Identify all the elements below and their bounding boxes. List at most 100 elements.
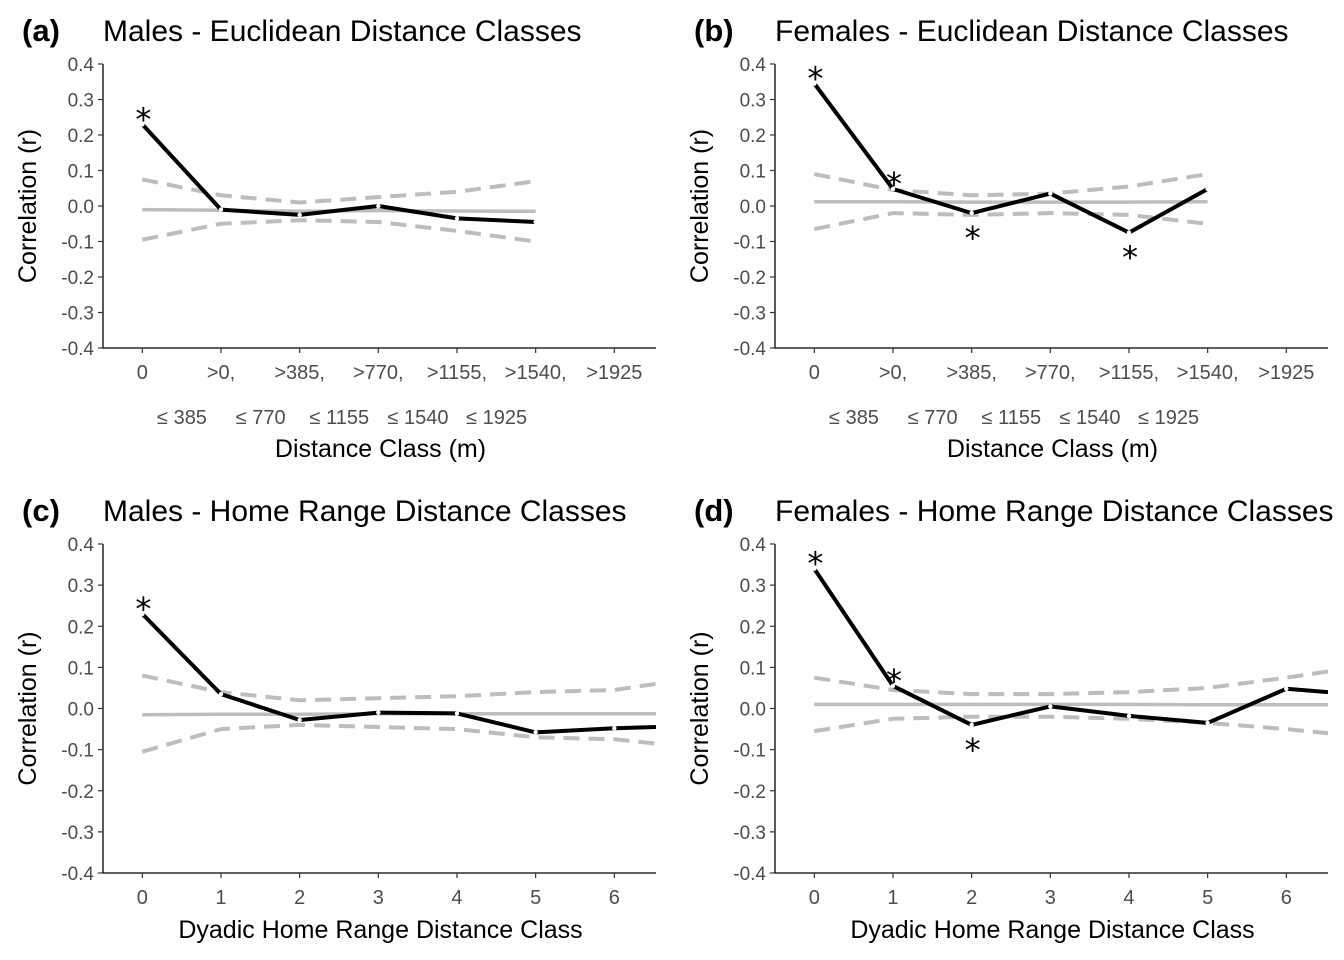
observed-point bbox=[218, 207, 224, 212]
observed-point bbox=[1048, 704, 1053, 709]
x-tick-label: >770, bbox=[1025, 362, 1076, 384]
significance-star: * bbox=[965, 219, 981, 257]
x-tick-label: 2 bbox=[966, 887, 977, 909]
observed-line bbox=[140, 122, 536, 224]
x-axis-label: Distance Class (m) bbox=[275, 435, 486, 463]
observed-point bbox=[297, 212, 302, 218]
y-tick-label: -0.4 bbox=[733, 339, 766, 360]
observed-point bbox=[218, 691, 224, 697]
x-tick-label: 4 bbox=[451, 887, 462, 909]
x-tick-sublabel: ≤ 1540 bbox=[387, 407, 448, 429]
panel-letter: (c) bbox=[22, 493, 60, 528]
x-tick-label: 5 bbox=[530, 887, 541, 909]
significance-star: * bbox=[135, 100, 151, 138]
y-tick-label: -0.4 bbox=[733, 864, 766, 885]
observed-point bbox=[890, 683, 896, 689]
y-axis-label: Correlation (r) bbox=[686, 631, 714, 785]
y-tick-label: -0.3 bbox=[61, 823, 94, 844]
upper-ci-line bbox=[813, 172, 1208, 198]
significance-star: * bbox=[135, 590, 151, 628]
x-tick-label: >1540, bbox=[1177, 362, 1239, 384]
y-tick-label: -0.2 bbox=[61, 782, 94, 803]
x-tick-label: 1 bbox=[215, 887, 226, 909]
y-axis-label: Correlation (r) bbox=[686, 129, 714, 283]
x-tick-sublabel: ≤ 1155 bbox=[982, 407, 1042, 429]
panel-title: Females - Home Range Distance Classes bbox=[775, 495, 1334, 528]
y-tick-label: 0.0 bbox=[740, 197, 766, 218]
y-axis-label: Correlation (r) bbox=[14, 631, 42, 785]
x-tick-label: 6 bbox=[1281, 887, 1292, 909]
panel-title: Females - Euclidean Distance Classes bbox=[775, 15, 1289, 48]
lower-ci-line bbox=[813, 211, 1208, 232]
observed-point bbox=[969, 722, 974, 728]
y-tick-label: -0.1 bbox=[733, 233, 766, 254]
significance-star: * bbox=[807, 60, 823, 98]
x-tick-label: 0 bbox=[809, 362, 820, 384]
observed-point bbox=[376, 203, 381, 209]
plot-area bbox=[812, 81, 1210, 235]
x-tick-label: 3 bbox=[373, 887, 384, 909]
y-tick-label: 0.3 bbox=[68, 576, 94, 597]
x-tick-sublabel: ≤ 385 bbox=[157, 407, 207, 429]
y-tick-label: 0.1 bbox=[68, 658, 94, 679]
x-tick-sublabel: ≤ 1540 bbox=[1059, 407, 1120, 429]
y-tick-label: 0.1 bbox=[68, 162, 94, 183]
x-tick-sublabel: ≤ 770 bbox=[908, 407, 958, 429]
x-tick-label: 3 bbox=[1045, 887, 1056, 909]
panel-d: (d) Females - Home Range Distance Classes… bbox=[686, 493, 1334, 944]
y-tick-label: -0.2 bbox=[61, 268, 94, 289]
x-tick-label: >1155, bbox=[427, 362, 487, 384]
panel-b: (b) Females - Euclidean Distance Classes -… bbox=[686, 13, 1328, 463]
y-tick-label: -0.4 bbox=[61, 864, 94, 885]
x-tick-label: >385, bbox=[274, 362, 325, 384]
y-tick-label: 0.4 bbox=[740, 535, 767, 556]
y-tick-label: 0.3 bbox=[740, 576, 766, 597]
y-tick-label: -0.1 bbox=[61, 741, 94, 762]
x-tick-label: >0, bbox=[207, 362, 235, 384]
y-tick-label: -0.3 bbox=[733, 823, 766, 844]
x-tick-label: >1155, bbox=[1099, 362, 1159, 384]
x-tick-label: 2 bbox=[294, 887, 305, 909]
y-tick-label: -0.2 bbox=[733, 782, 766, 803]
lower-ci-line bbox=[141, 722, 656, 754]
y-tick-label: 0.4 bbox=[68, 535, 95, 556]
x-tick-label: 0 bbox=[137, 887, 148, 909]
lower-ci-line bbox=[141, 218, 536, 244]
observed-point bbox=[1048, 191, 1053, 196]
x-axis-label: Dyadic Home Range Distance Class bbox=[850, 916, 1254, 944]
x-tick-label: >385, bbox=[946, 362, 997, 384]
x-tick-label: >1540, bbox=[505, 362, 567, 384]
y-tick-label: 0.0 bbox=[68, 700, 94, 721]
y-tick-label: -0.3 bbox=[733, 304, 766, 325]
x-tick-label: 6 bbox=[609, 887, 620, 909]
observed-line bbox=[812, 567, 1328, 727]
y-tick-label: -0.4 bbox=[61, 339, 94, 360]
significance-star: * bbox=[1122, 239, 1138, 277]
observed-point bbox=[533, 219, 538, 225]
x-tick-label: 0 bbox=[137, 362, 148, 384]
y-tick-label: 0.1 bbox=[740, 162, 766, 183]
observed-point bbox=[890, 186, 896, 192]
panel-letter: (d) bbox=[694, 493, 734, 528]
observed-line bbox=[140, 612, 656, 735]
observed-point bbox=[376, 710, 381, 715]
panel-c: (c) Males - Home Range Distance Classes -0… bbox=[14, 493, 656, 944]
observed-point bbox=[454, 711, 460, 716]
significance-star: * bbox=[807, 545, 823, 583]
y-tick-label: 0.2 bbox=[68, 126, 94, 147]
panel-letter: (a) bbox=[22, 13, 60, 48]
x-tick-sublabel: ≤ 1155 bbox=[310, 407, 370, 429]
plot-area bbox=[812, 566, 1328, 736]
panel-title: Males - Euclidean Distance Classes bbox=[103, 15, 582, 48]
x-tick-label: >1925 bbox=[1258, 362, 1314, 384]
observed-point bbox=[612, 726, 617, 731]
x-tick-label: >0, bbox=[879, 362, 907, 384]
x-tick-sublabel: ≤ 770 bbox=[236, 407, 286, 429]
y-tick-label: 0.2 bbox=[740, 126, 766, 147]
x-tick-sublabel: ≤ 1925 bbox=[466, 407, 527, 429]
y-axis-label: Correlation (r) bbox=[14, 129, 42, 283]
observed-line bbox=[812, 82, 1209, 235]
y-tick-label: 0.3 bbox=[740, 91, 766, 112]
observed-point bbox=[812, 81, 817, 86]
